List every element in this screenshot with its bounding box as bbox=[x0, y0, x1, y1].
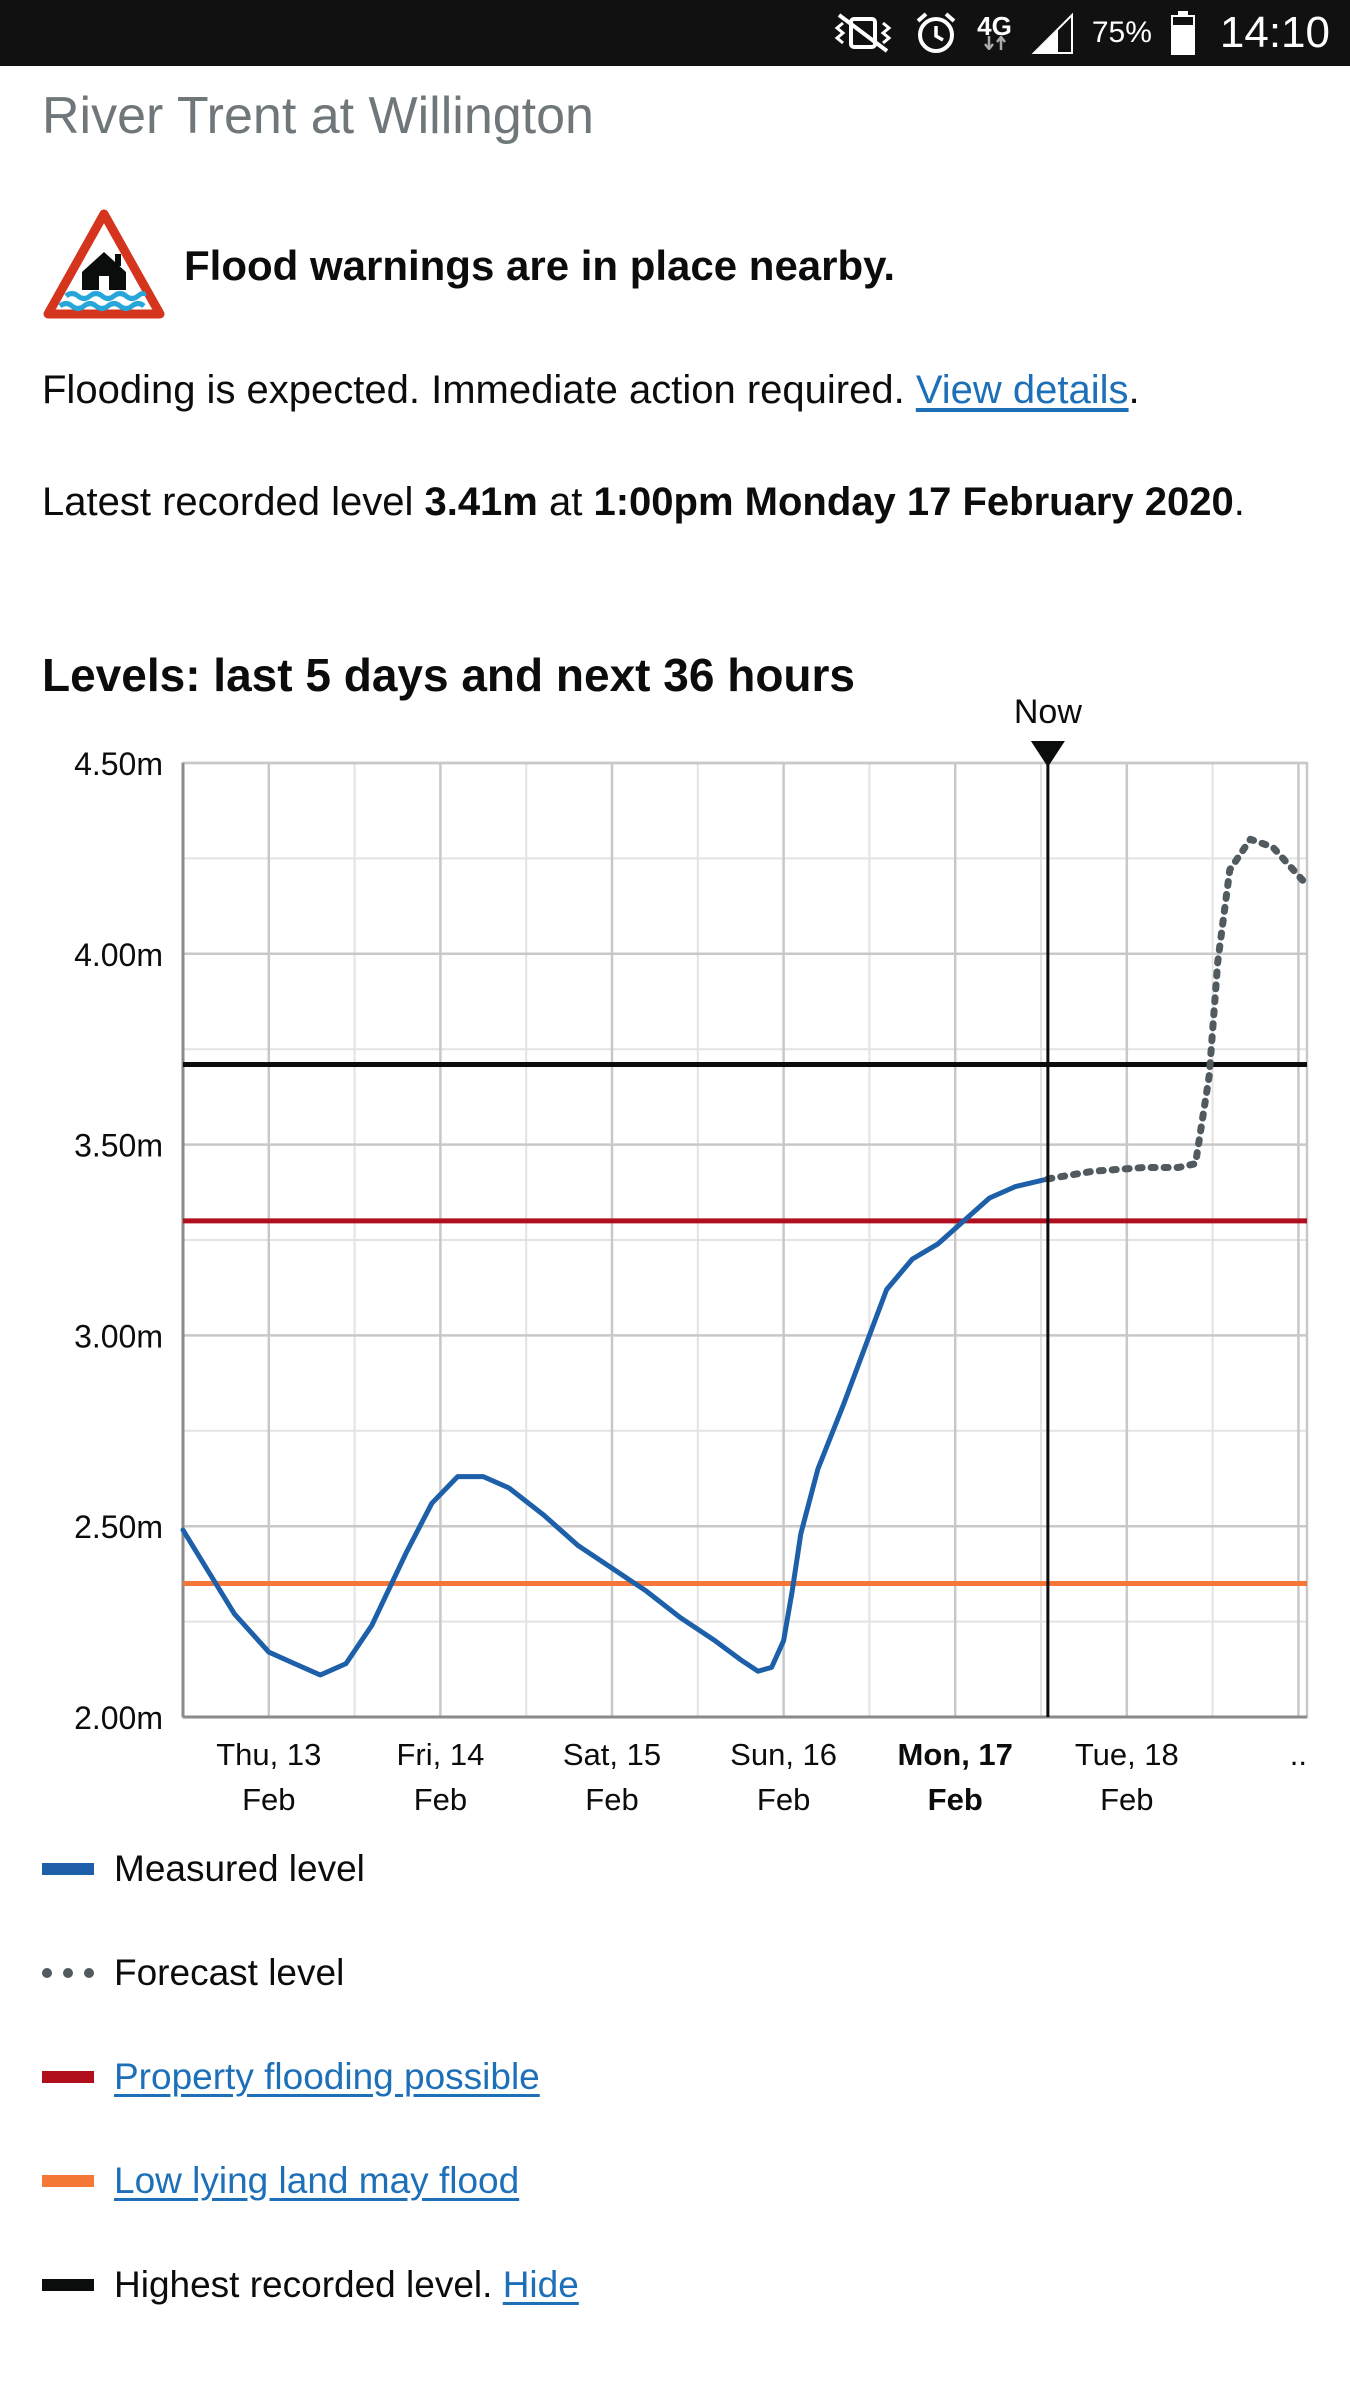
alarm-icon bbox=[913, 10, 959, 56]
chart-title: Levels: last 5 days and next 36 hours bbox=[42, 649, 855, 701]
low-lying-land-link[interactable]: Low lying land may flood bbox=[114, 2160, 520, 2201]
legend-low-lying: Low lying land may flood bbox=[42, 2160, 519, 2202]
flood-warning-text: Flood warnings are in place nearby. bbox=[184, 242, 896, 289]
latest-at: at bbox=[549, 480, 583, 524]
river-level-chart: Now 2.00m 2.50m 3.00m 3.50m 4.00m 4.50m Thu, … bbox=[74, 693, 1311, 1817]
signal-icon bbox=[1030, 11, 1074, 55]
y-tick-label: 4.50m bbox=[74, 746, 163, 782]
y-tick-label: 2.00m bbox=[74, 1700, 163, 1736]
x-tick-label: Feb bbox=[928, 1782, 983, 1817]
clock: 14:10 bbox=[1219, 8, 1330, 57]
flooding-text: Flooding is expected. Immediate action r… bbox=[42, 368, 905, 412]
x-tick-label: Mon, 17 bbox=[898, 1737, 1013, 1772]
y-tick-label: 3.50m bbox=[74, 1128, 163, 1164]
status-icons: 4G 75% 14:10 bbox=[831, 0, 1330, 66]
x-tick-label: Thu, 13 bbox=[216, 1737, 321, 1772]
flood-warning-banner: Flood warnings are in place nearby. bbox=[42, 208, 895, 324]
x-tick-label: Fri, 14 bbox=[396, 1737, 484, 1772]
now-label: Now bbox=[1014, 693, 1082, 731]
x-tick-label: Sat, 15 bbox=[563, 1737, 661, 1772]
x-tick-label: Tue, 18 bbox=[1075, 1737, 1179, 1772]
x-tick-label: Feb bbox=[757, 1782, 810, 1817]
legend-property-swatch bbox=[42, 2071, 94, 2083]
legend-highest-label: Highest recorded level. bbox=[114, 2264, 493, 2305]
network-type-label: 4G bbox=[977, 11, 1012, 41]
legend-highest-swatch bbox=[42, 2279, 94, 2291]
latest-time: 1:00pm Monday 17 February 2020 bbox=[593, 480, 1234, 524]
legend-forecast-label: Forecast level bbox=[114, 1952, 345, 1993]
vibrate-mute-icon bbox=[831, 11, 895, 55]
series-line-measured-level bbox=[180, 1176, 1051, 1678]
legend-measured-label: Measured level bbox=[114, 1848, 365, 1889]
view-details-link[interactable]: View details bbox=[915, 368, 1129, 412]
now-marker-triangle bbox=[1030, 741, 1065, 767]
legend-property: Property flooding possible bbox=[42, 2056, 540, 2098]
legend-forecast-swatch bbox=[42, 1968, 94, 1978]
legend-forecast: Forecast level bbox=[42, 1952, 344, 1994]
status-bar: 4G 75% 14:10 bbox=[0, 0, 1350, 66]
hide-highest-link[interactable]: Hide bbox=[502, 2264, 579, 2305]
legend-measured: Measured level bbox=[42, 1848, 365, 1890]
flooding-suffix: . bbox=[1128, 368, 1140, 412]
network-type-icon: 4G bbox=[977, 11, 1012, 50]
y-tick-label: 3.00m bbox=[74, 1318, 163, 1354]
flood-warning-icon bbox=[42, 208, 166, 324]
battery-percent: 75% bbox=[1091, 16, 1152, 49]
x-tick-label: Feb bbox=[242, 1782, 295, 1817]
latest-prefix: Latest recorded level bbox=[42, 480, 414, 524]
x-tick-label: .. bbox=[1290, 1737, 1307, 1772]
x-tick-label: Feb bbox=[1100, 1782, 1153, 1817]
series-line-forecast-level bbox=[1044, 835, 1311, 1183]
y-tick-label: 4.00m bbox=[74, 937, 163, 973]
y-tick-label: 2.50m bbox=[74, 1509, 163, 1545]
latest-suffix: . bbox=[1233, 480, 1245, 524]
legend-low-lying-swatch bbox=[42, 2175, 94, 2187]
flooding-message: Flooding is expected. Immediate action r… bbox=[42, 362, 1312, 418]
latest-level-value: 3.41m bbox=[424, 480, 538, 524]
x-tick-label: Feb bbox=[585, 1782, 638, 1817]
latest-level-message: Latest recorded level 3.41m at 1:00pm Mo… bbox=[42, 474, 1312, 530]
page-title: River Trent at Willington bbox=[42, 87, 594, 145]
x-tick-label: Feb bbox=[414, 1782, 467, 1817]
x-tick-label: Sun, 16 bbox=[730, 1737, 837, 1772]
legend-highest: Highest recorded level. Hide bbox=[42, 2264, 579, 2306]
battery-icon bbox=[1170, 10, 1196, 56]
property-flooding-link[interactable]: Property flooding possible bbox=[114, 2056, 540, 2097]
legend-measured-swatch bbox=[42, 1863, 94, 1875]
